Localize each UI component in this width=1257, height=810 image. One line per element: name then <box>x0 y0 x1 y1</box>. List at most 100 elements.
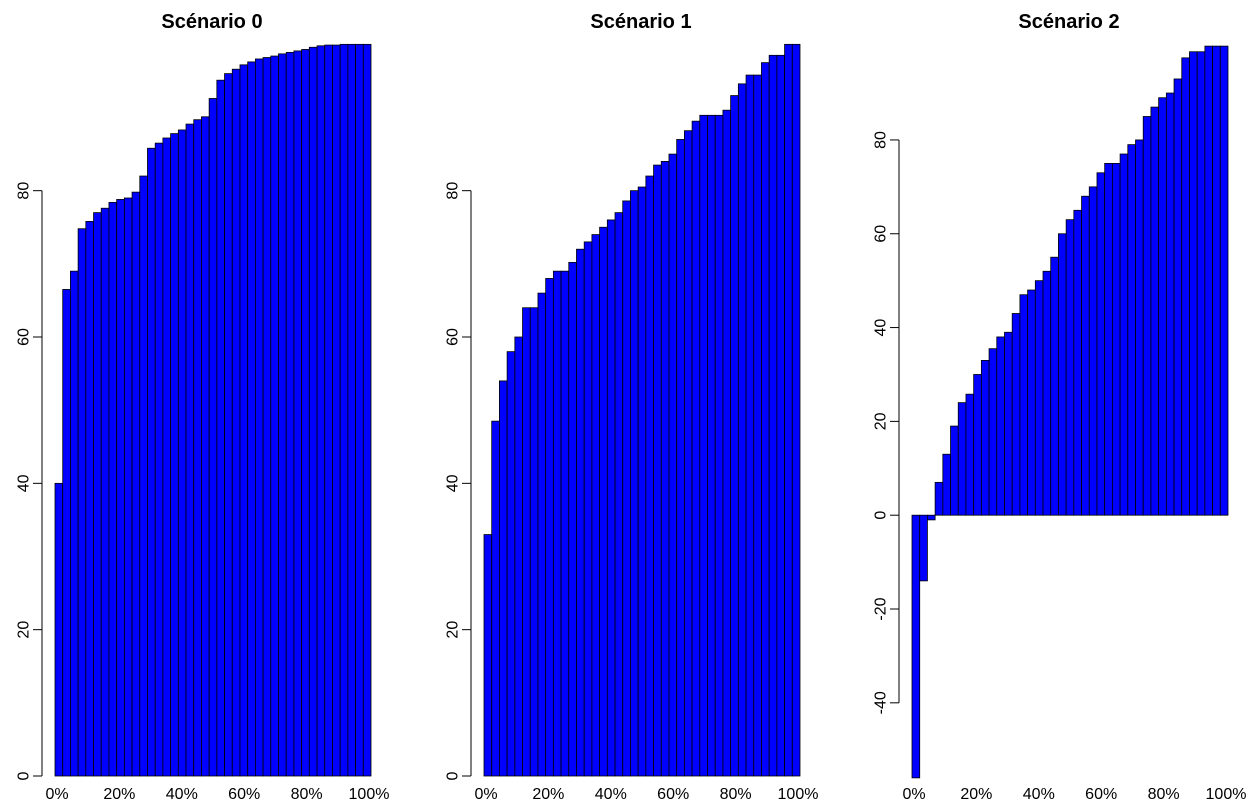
bar <box>139 175 148 777</box>
bar <box>1119 153 1129 516</box>
y-tick-label: -40 <box>873 691 890 714</box>
bar <box>116 199 125 777</box>
bar <box>730 95 739 777</box>
bar <box>324 44 333 777</box>
x-tick-label: 100% <box>1206 786 1247 803</box>
bar <box>1173 78 1183 516</box>
bar <box>1189 51 1198 516</box>
bar <box>1196 51 1206 516</box>
bar <box>919 514 928 582</box>
y-tick-label: 0 <box>873 511 890 520</box>
bar <box>1019 294 1029 516</box>
bar <box>614 212 624 777</box>
bar <box>1096 172 1106 516</box>
bar <box>668 153 678 777</box>
bar <box>1081 195 1090 516</box>
bar <box>1150 106 1160 516</box>
bar <box>147 147 156 777</box>
bar <box>85 220 94 777</box>
bar <box>973 374 982 516</box>
chart-title: Scénario 0 <box>161 11 262 33</box>
bar <box>1042 270 1052 516</box>
x-tick-label: 80% <box>291 786 323 803</box>
bar <box>630 190 639 777</box>
bar <box>714 114 724 777</box>
x-tick-label: 20% <box>532 786 564 803</box>
bar <box>506 351 516 777</box>
x-tick-label: 60% <box>1085 786 1117 803</box>
x-tick-label: 100% <box>778 786 819 803</box>
bar <box>1011 313 1021 516</box>
bar <box>308 46 318 777</box>
bar <box>278 53 287 777</box>
x-tick-label: 20% <box>103 786 135 803</box>
bar <box>1088 186 1098 516</box>
bar <box>108 201 118 777</box>
bar <box>645 175 654 777</box>
bar <box>93 212 102 777</box>
bar <box>529 307 539 777</box>
chart-panel-1: Scénario 1 0 20 40 60 80 0% 20% 40% 60% 80% 100% <box>445 11 819 803</box>
bar <box>293 50 303 777</box>
bar <box>185 123 195 777</box>
bar <box>1219 45 1229 516</box>
bar <box>1027 289 1036 516</box>
bar <box>560 270 570 777</box>
y-tick-label: 80 <box>16 182 33 200</box>
bar <box>231 68 241 777</box>
bar <box>270 55 279 777</box>
bar <box>362 43 372 777</box>
bar <box>591 234 601 777</box>
y-tick-label: 20 <box>873 412 890 430</box>
y-tick-label: 20 <box>16 621 33 639</box>
bar <box>568 261 577 777</box>
bar <box>965 393 975 516</box>
x-tick-label: 0% <box>474 786 497 803</box>
bar <box>653 164 662 777</box>
bar <box>208 98 218 777</box>
y-tick-label: 80 <box>873 131 890 149</box>
bar <box>722 109 732 777</box>
bar <box>622 200 631 777</box>
bar <box>1204 45 1213 516</box>
x-tick-label: 60% <box>657 786 689 803</box>
bar <box>1073 209 1082 516</box>
bar <box>1135 139 1144 516</box>
bar <box>707 114 716 777</box>
bar <box>768 54 778 777</box>
bar <box>761 62 770 777</box>
bar <box>216 79 225 777</box>
bar <box>911 514 921 779</box>
bar <box>514 336 523 777</box>
bar <box>483 534 493 777</box>
bar <box>54 482 64 777</box>
bar <box>676 139 685 777</box>
y-tick-label: 60 <box>873 225 890 243</box>
bar <box>1127 144 1136 516</box>
bar <box>193 119 202 777</box>
x-tick-label: 100% <box>349 786 390 803</box>
bar <box>957 402 967 516</box>
bar <box>753 74 762 777</box>
x-tick-label: 40% <box>1023 786 1055 803</box>
bar <box>177 129 187 777</box>
y-tick-label: 20 <box>445 621 462 639</box>
x-tick-label: 40% <box>166 786 198 803</box>
y-tick-label: -20 <box>873 597 890 620</box>
bar <box>1004 331 1013 516</box>
bar <box>660 161 670 777</box>
x-tick-label: 40% <box>595 786 627 803</box>
bar <box>62 289 71 777</box>
bar <box>522 307 531 777</box>
bar <box>1181 57 1190 516</box>
bar <box>583 241 593 777</box>
bar <box>699 114 708 777</box>
bar <box>247 61 256 777</box>
chart-panel-0: Scénario 0 0 20 40 60 80 0% 20% 40% 60% 80% 100% <box>16 11 390 803</box>
bar <box>934 481 944 516</box>
bar <box>262 57 272 777</box>
bar <box>1212 45 1221 516</box>
bar <box>1104 162 1113 516</box>
